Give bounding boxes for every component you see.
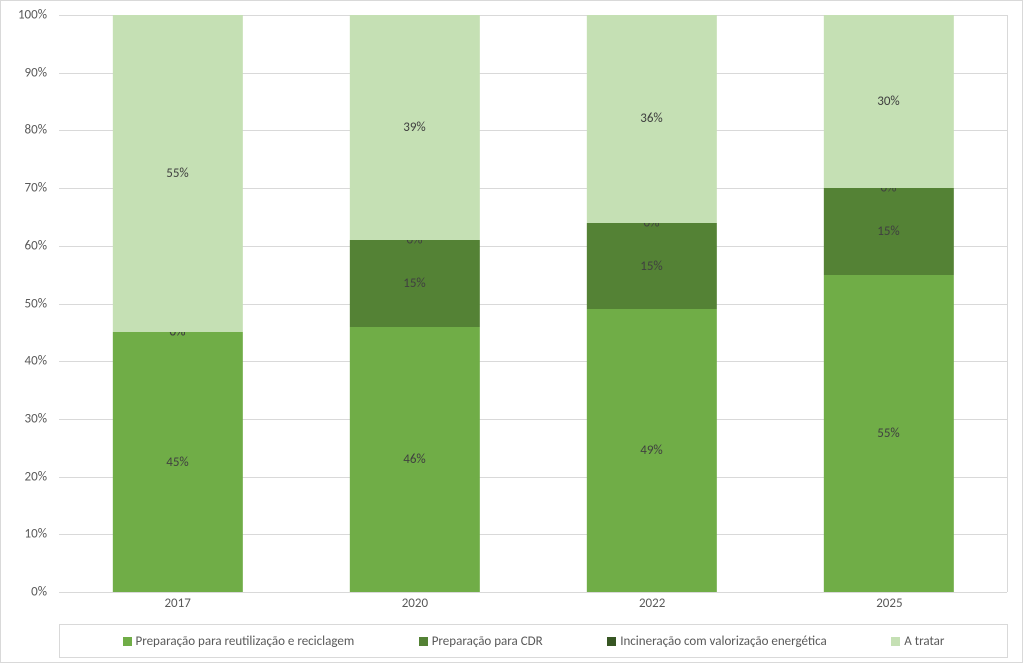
x-tick-label: 2025 [771,596,1008,620]
segment-value-label: 55% [877,426,899,441]
x-tick-label: 2017 [59,596,296,620]
y-tick-label: 30% [25,411,47,426]
segment-value-label: 55% [166,166,188,181]
legend-swatch [607,637,616,646]
legend-label: Preparação para reutilização e reciclage… [136,634,355,649]
y-tick-label: 100% [18,8,47,23]
bar-segment-reutilizacao_reciclagem: 46% [349,327,479,592]
chart-frame: 0% 10% 20% 30% 40% 50% 60% 70% 80% 90% 100% 45%0%0… [0,0,1023,663]
legend-swatch [891,637,900,646]
bar-segment-a_tratar: 30% [823,15,953,188]
segment-value-label: 46% [403,452,425,467]
bar-slot: 55%15%0%30% [770,15,1007,592]
legend: Preparação para reutilização e reciclage… [59,624,1008,658]
x-axis-labels: 2017202020222025 [59,596,1008,620]
legend-swatch [419,637,428,646]
bar-segment-cdr: 15% [586,223,716,310]
y-tick-label: 70% [25,181,47,196]
x-tick-label: 2020 [296,596,533,620]
x-tick-label: 2022 [534,596,771,620]
legend-item-reutilizacao_reciclagem: Preparação para reutilização e reciclage… [123,634,355,649]
y-tick-label: 10% [25,527,47,542]
y-tick-label: 80% [25,123,47,138]
y-tick-label: 40% [25,354,47,369]
y-axis-labels: 0%10%20%30%40%50%60%70%80%90%100% [1,15,53,592]
legend-swatch [123,637,132,646]
segment-value-label: 30% [877,94,899,109]
bar-segment-cdr: 15% [349,240,479,327]
legend-label: Incineração com valorização energética [620,634,827,649]
y-tick-label: 50% [25,296,47,311]
legend-item-cdr: Preparação para CDR [419,634,543,649]
segment-value-label: 36% [640,111,662,126]
bar-segment-reutilizacao_reciclagem: 55% [823,275,953,592]
y-tick-label: 60% [25,238,47,253]
bar-segment-reutilizacao_reciclagem: 45% [112,332,242,592]
segment-value-label: 15% [877,224,899,239]
bars-container: 45%0%0%55%46%15%0%39%49%15%0%36%55%15%0%… [59,15,1007,592]
stacked-bar: 49%15%0%36% [586,15,716,592]
bar-slot: 46%15%0%39% [296,15,533,592]
segment-value-label: 15% [640,259,662,274]
legend-item-incineracao: Incineração com valorização energética [607,634,827,649]
segment-value-label: 15% [403,276,425,291]
legend-label: Preparação para CDR [432,634,543,649]
bar-segment-a_tratar: 55% [112,15,242,332]
bar-segment-a_tratar: 36% [586,15,716,223]
y-tick-label: 90% [25,65,47,80]
y-tick-label: 0% [31,585,47,600]
plot-area: 45%0%0%55%46%15%0%39%49%15%0%36%55%15%0%… [59,15,1008,592]
bar-slot: 49%15%0%36% [533,15,770,592]
y-tick-label: 20% [25,469,47,484]
stacked-bar: 55%15%0%30% [823,15,953,592]
stacked-bar: 45%0%0%55% [112,15,242,592]
bar-segment-cdr: 15% [823,188,953,275]
bar-slot: 45%0%0%55% [59,15,296,592]
segment-value-label: 45% [166,455,188,470]
segment-value-label: 39% [403,120,425,135]
segment-value-label: 49% [640,443,662,458]
legend-label: A tratar [904,634,944,649]
bar-segment-a_tratar: 39% [349,15,479,240]
legend-item-a_tratar: A tratar [891,634,944,649]
bar-segment-reutilizacao_reciclagem: 49% [586,309,716,592]
gridline [59,592,1007,593]
stacked-bar: 46%15%0%39% [349,15,479,592]
